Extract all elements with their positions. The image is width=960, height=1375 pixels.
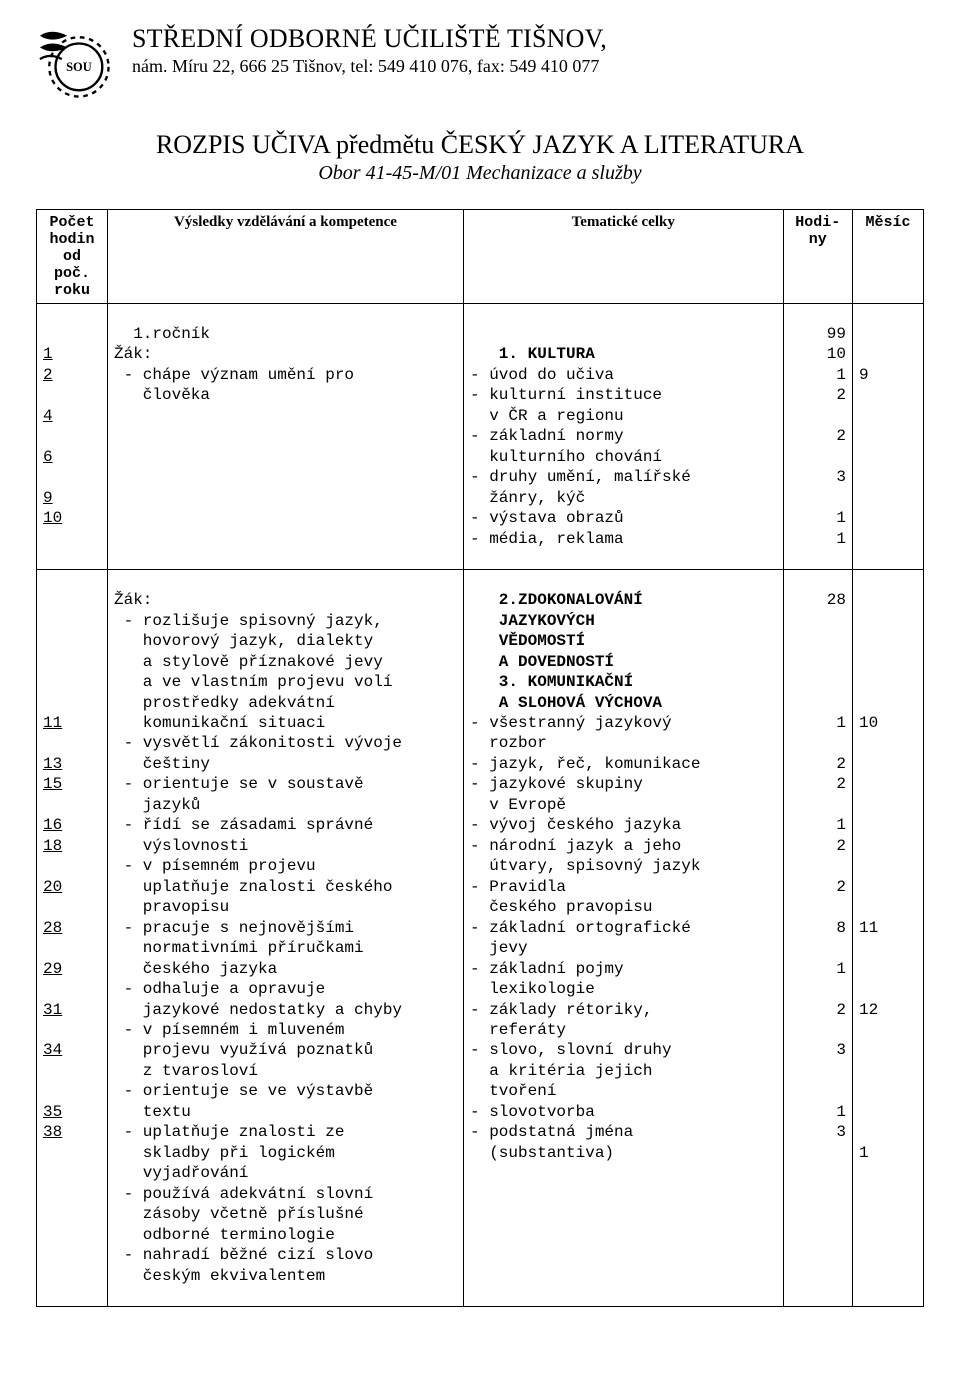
- cell-outcomes: Žák: - rozlišuje spisovný jazyk, hovorov…: [107, 570, 463, 1307]
- cell-hours: 28 1 2 2 1 2 2 8 1 2 3 1 3: [783, 570, 852, 1307]
- month-list: 10 11 12 1: [859, 590, 917, 1163]
- page-header: SOU STŘEDNÍ ODBORNÉ UČILIŠTĚ TIŠNOV, nám…: [36, 24, 924, 102]
- hours-start-list: 11 13 15 16 18 20 28 29 31 34 35 38: [43, 590, 101, 1143]
- header-text: STŘEDNÍ ODBORNÉ UČILIŠTĚ TIŠNOV, nám. Mí…: [132, 24, 607, 77]
- outcomes-text: Žák: - rozlišuje spisovný jazyk, hovorov…: [114, 590, 457, 1286]
- th-hours: Hodi-ny: [783, 210, 852, 304]
- topics-text: 2.ZDOKONALOVÁNÍ JAZYKOVÝCH VĚDOMOSTÍ A D…: [470, 590, 777, 1163]
- cell-hours-start: 11 13 15 16 18 20 28 29 31 34 35 38: [37, 570, 108, 1307]
- outcomes-text: 1.ročník Žák: - chápe význam umění pro č…: [114, 324, 457, 406]
- school-address: nám. Míru 22, 666 25 Tišnov, tel: 549 41…: [132, 56, 607, 77]
- topics-text: 1. KULTURA - úvod do učiva - kulturní in…: [470, 324, 777, 549]
- cell-month: 9: [852, 304, 923, 570]
- logo-text: SOU: [66, 60, 92, 74]
- title-main: ROZPIS UČIVA předmětu ČESKÝ JAZYK A LITE…: [36, 130, 924, 160]
- cell-topics: 1. KULTURA - úvod do učiva - kulturní in…: [464, 304, 784, 570]
- th-hours-from: Počet hodin od poč. roku: [37, 210, 108, 304]
- hours-start-list: 1 2 4 6 9 10: [43, 324, 101, 529]
- table-row: 11 13 15 16 18 20 28 29 31 34 35 38 Žák:…: [37, 570, 924, 1307]
- cell-month: 10 11 12 1: [852, 570, 923, 1307]
- cell-outcomes: 1.ročník Žák: - chápe význam umění pro č…: [107, 304, 463, 570]
- cell-hours: 99 10 1 2 2 3 1 1: [783, 304, 852, 570]
- hours-list: 28 1 2 2 1 2 2 8 1 2 3 1 3: [790, 590, 846, 1143]
- th-outcomes: Výsledky vzdělávání a kompetence: [107, 210, 463, 304]
- month-list: 9: [859, 324, 917, 385]
- table-row: 1 2 4 6 9 10 1.ročník Žák: - chápe význa…: [37, 304, 924, 570]
- hours-list: 99 10 1 2 2 3 1 1: [790, 324, 846, 549]
- cell-hours-start: 1 2 4 6 9 10: [37, 304, 108, 570]
- document-title: ROZPIS UČIVA předmětu ČESKÝ JAZYK A LITE…: [36, 130, 924, 185]
- school-logo: SOU: [36, 24, 114, 102]
- table-header-row: Počet hodin od poč. roku Výsledky vzdělá…: [37, 210, 924, 304]
- th-topics: Tematické celky: [464, 210, 784, 304]
- title-sub: Obor 41-45-M/01 Mechanizace a služby: [36, 162, 924, 185]
- cell-topics: 2.ZDOKONALOVÁNÍ JAZYKOVÝCH VĚDOMOSTÍ A D…: [464, 570, 784, 1307]
- syllabus-table: Počet hodin od poč. roku Výsledky vzdělá…: [36, 209, 924, 1307]
- school-name: STŘEDNÍ ODBORNÉ UČILIŠTĚ TIŠNOV,: [132, 24, 607, 54]
- th-month: Měsíc: [852, 210, 923, 304]
